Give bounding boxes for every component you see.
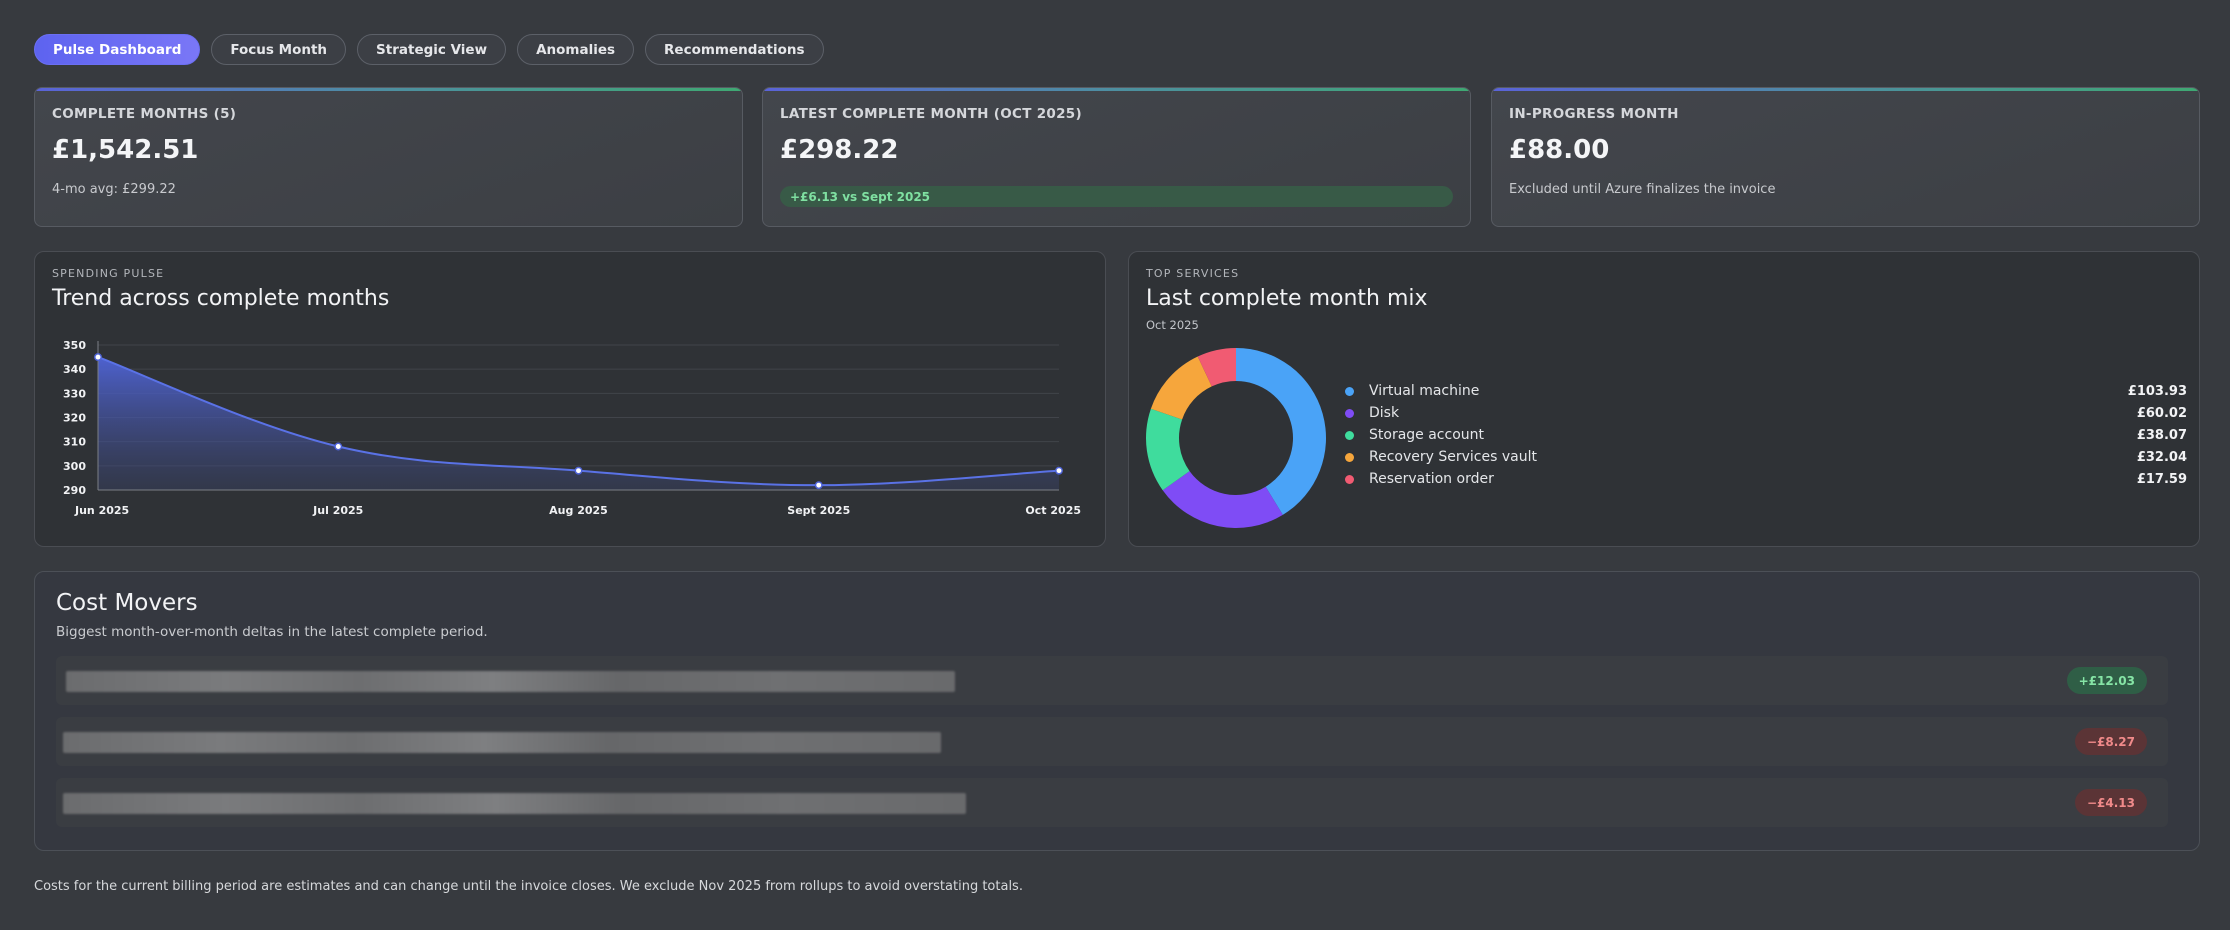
legend-label: Storage account bbox=[1369, 427, 1485, 443]
y-tick-label: 350 bbox=[63, 339, 86, 352]
top-services-panel: TOP SERVICES Last complete month mix Oct… bbox=[1128, 251, 2200, 547]
x-tick-label: Jul 2025 bbox=[312, 504, 363, 517]
redacted-resource-name bbox=[66, 671, 955, 692]
delta-badge: −£8.27 bbox=[2074, 728, 2147, 755]
y-tick-label: 320 bbox=[63, 412, 86, 425]
delta-badge: +£6.13 vs Sept 2025 bbox=[780, 186, 1453, 207]
kpi-value: £88.00 bbox=[1509, 135, 1610, 165]
donut-slice bbox=[1236, 348, 1326, 515]
kpi-label: COMPLETE MONTHS (5) bbox=[52, 106, 237, 122]
tab-focus-month[interactable]: Focus Month bbox=[211, 34, 347, 65]
legend-item: Virtual machine £103.93 bbox=[1345, 380, 2187, 402]
legend-item: Reservation order £17.59 bbox=[1345, 468, 2187, 490]
legend-label: Disk bbox=[1369, 405, 1400, 421]
panel-title: Last complete month mix bbox=[1146, 286, 1428, 311]
view-tabs: Pulse Dashboard Focus Month Strategic Vi… bbox=[34, 34, 2200, 66]
delta-badge: −£4.13 bbox=[2074, 789, 2147, 816]
donut-slice bbox=[1146, 408, 1190, 491]
legend-swatch bbox=[1345, 474, 1354, 484]
delta-badge: +£12.03 bbox=[2066, 667, 2147, 694]
legend-item: Disk £60.02 bbox=[1345, 402, 2187, 424]
kpi-label: LATEST COMPLETE MONTH (OCT 2025) bbox=[780, 106, 1082, 122]
tab-strategic-view[interactable]: Strategic View bbox=[357, 34, 507, 65]
data-point bbox=[1055, 466, 1063, 475]
y-tick-label: 310 bbox=[63, 436, 86, 449]
trend-chart: 290 300 310 320 330 340 350 Jun 2025 Jul 2025 Aug… bbox=[63, 339, 1081, 517]
x-tick-label: Oct 2025 bbox=[1025, 504, 1081, 517]
service-legend: Virtual machine £103.93 Disk £60.02 Stor… bbox=[1345, 380, 2187, 490]
y-tick-label: 340 bbox=[63, 363, 86, 376]
panel-eyebrow: TOP SERVICES bbox=[1146, 267, 1240, 280]
panel-title: Trend across complete months bbox=[52, 286, 390, 311]
tab-pulse-dashboard[interactable]: Pulse Dashboard bbox=[34, 34, 201, 65]
kpi-value: £1,542.51 bbox=[52, 135, 199, 165]
trend-area bbox=[98, 357, 1059, 490]
kpi-cards: COMPLETE MONTHS (5) £1,542.51 4-mo avg: … bbox=[34, 87, 2200, 227]
legend-value: £32.04 bbox=[2136, 449, 2187, 465]
kpi-value: £298.22 bbox=[780, 135, 899, 165]
donut-slice bbox=[1162, 471, 1283, 528]
dashboard-page: Pulse Dashboard Focus Month Strategic Vi… bbox=[34, 34, 2200, 227]
x-tick-label: Jun 2025 bbox=[74, 504, 129, 517]
legend-value: £17.59 bbox=[2136, 471, 2187, 487]
legend-swatch bbox=[1345, 452, 1354, 462]
legend-label: Virtual machine bbox=[1369, 383, 1480, 399]
mover-row[interactable]: +£12.03 bbox=[56, 656, 2168, 705]
data-point bbox=[814, 481, 823, 490]
legend-value: £38.07 bbox=[2136, 427, 2187, 443]
donut-slice bbox=[1197, 348, 1236, 387]
y-tick-label: 330 bbox=[63, 387, 86, 400]
redacted-resource-name bbox=[63, 793, 966, 814]
panel-title: Cost Movers bbox=[56, 590, 198, 616]
data-point bbox=[334, 442, 343, 451]
legend-swatch bbox=[1345, 386, 1354, 396]
data-point bbox=[574, 466, 583, 475]
legend-label: Recovery Services vault bbox=[1369, 449, 1537, 465]
x-tick-label: Sept 2025 bbox=[787, 504, 850, 517]
footer-note: Costs for the current billing period are… bbox=[34, 879, 1023, 894]
donut-slice bbox=[1150, 356, 1212, 420]
panel-subtitle: Oct 2025 bbox=[1146, 318, 1199, 332]
kpi-card-complete-months: COMPLETE MONTHS (5) £1,542.51 4-mo avg: … bbox=[34, 87, 743, 227]
spending-pulse-panel: SPENDING PULSE Trend across complete mon… bbox=[34, 251, 1106, 547]
legend-swatch bbox=[1345, 408, 1354, 418]
panel-eyebrow: SPENDING PULSE bbox=[52, 267, 165, 280]
panel-subtitle: Biggest month-over-month deltas in the l… bbox=[56, 624, 488, 640]
mover-row[interactable]: −£4.13 bbox=[56, 778, 2168, 827]
mover-row[interactable]: −£8.27 bbox=[56, 717, 2168, 766]
service-mix-donut bbox=[1146, 348, 1326, 528]
kpi-label: IN-PROGRESS MONTH bbox=[1509, 106, 1679, 122]
tab-anomalies[interactable]: Anomalies bbox=[517, 34, 635, 65]
legend-item: Recovery Services vault £32.04 bbox=[1345, 446, 2187, 468]
legend-label: Reservation order bbox=[1369, 471, 1494, 487]
cost-movers-panel: Cost Movers Biggest month-over-month del… bbox=[34, 571, 2200, 851]
y-tick-label: 300 bbox=[63, 460, 86, 473]
kpi-card-in-progress-month: IN-PROGRESS MONTH £88.00 Excluded until … bbox=[1491, 87, 2200, 227]
tab-recommendations[interactable]: Recommendations bbox=[645, 34, 824, 65]
legend-swatch bbox=[1345, 430, 1354, 440]
x-tick-label: Aug 2025 bbox=[549, 504, 608, 517]
kpi-subtext: 4-mo avg: £299.22 bbox=[52, 182, 176, 197]
legend-value: £60.02 bbox=[2136, 405, 2187, 421]
data-point bbox=[94, 353, 102, 362]
legend-item: Storage account £38.07 bbox=[1345, 424, 2187, 446]
y-tick-label: 290 bbox=[63, 484, 86, 497]
kpi-subtext: Excluded until Azure finalizes the invoi… bbox=[1509, 182, 1776, 197]
redacted-resource-name bbox=[63, 732, 941, 753]
legend-value: £103.93 bbox=[2127, 383, 2187, 399]
kpi-card-latest-month: LATEST COMPLETE MONTH (OCT 2025) £298.22… bbox=[762, 87, 1471, 227]
